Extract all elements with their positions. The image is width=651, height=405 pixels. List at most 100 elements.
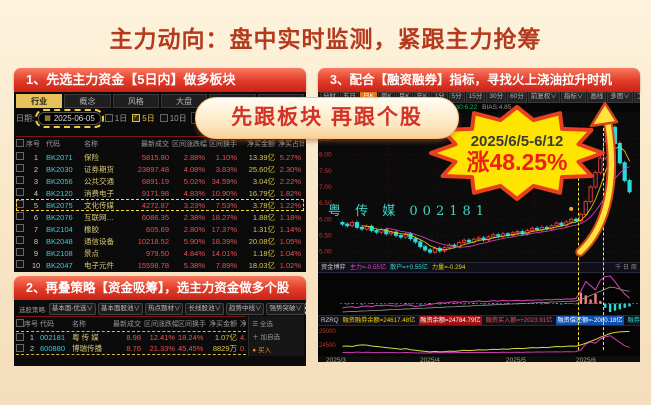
toolbar-button-60分[interactable]: 60分: [507, 92, 527, 103]
cell-2: 博瑞传播: [72, 344, 102, 353]
cell-7: 1.04%: [279, 248, 301, 258]
cell-1: BK2075: [46, 200, 73, 210]
cell-3: 6086.35: [141, 212, 169, 222]
row-checkbox[interactable]: [16, 248, 24, 256]
strategy-chip-热点题材[interactable]: 热点题材∨: [144, 302, 184, 315]
table-row[interactable]: 5 BK2075 文化传媒 4272.87 3.23% 7.53% 3.78亿 1.22%: [16, 199, 304, 211]
cell-0: 8: [33, 236, 39, 246]
cell-0: 4: [33, 188, 39, 198]
highlight-dashed-line-left: [578, 128, 580, 350]
row-checkbox[interactable]: [16, 152, 24, 160]
cell-7: 5.27%: [279, 152, 301, 162]
toolbar-button-工具∨[interactable]: 工具∨: [633, 92, 640, 103]
cell-5: 18.27%: [211, 212, 237, 222]
date-input[interactable]: ▦ 2025-06-05: [35, 108, 104, 128]
pane-period-switch[interactable]: 千 日 周: [614, 264, 637, 271]
table-row[interactable]: 2 BK2030 证券期货 23897.48 4.08% 3.83% 25.60亿 2.30%: [16, 163, 304, 175]
checkbox-icon: [159, 114, 168, 122]
table-row[interactable]: 7 BK2104 橡胶 605.69 2.80% 17.37% 1.31亿 1.14%: [16, 223, 304, 235]
cell-4: 5.90%: [183, 236, 205, 246]
ribbon-banner: 先跟板块 再跟个股: [195, 97, 459, 139]
tab-行业[interactable]: 行业: [16, 94, 63, 108]
svg-text:25000: 25000: [319, 329, 336, 335]
side-panel-item[interactable]: ＋ 加自选: [252, 334, 281, 341]
stock-watermark: 粤 传 媒 002181: [328, 204, 490, 219]
cell-0: 9: [33, 248, 39, 258]
row-checkbox[interactable]: [16, 236, 24, 244]
p1-table: 主力资金序号代码名称最新成交区间涨跌幅区间换手净买金额净买占比1BK2071保险…: [16, 126, 304, 271]
cell-6: 20.08亿: [248, 236, 275, 246]
cell-6: 8829万: [212, 344, 237, 353]
tab-概念[interactable]: 概念: [64, 94, 111, 108]
col-header: 名称: [84, 141, 98, 148]
row-checkbox[interactable]: [16, 188, 24, 196]
strategy-chip-长线股池[interactable]: 长线股池∨: [185, 302, 224, 315]
x-axis-label: 2025/3: [326, 357, 346, 362]
pane-info-value: 散户=+0.55亿: [390, 264, 428, 271]
cell-3: 4272.87: [141, 200, 169, 210]
svg-text:7.00: 7.00: [319, 184, 332, 191]
table-row[interactable]: 8 BK2048 通信设备 10218.52 5.90% 18.39% 20.08亿 1.05…: [16, 235, 304, 247]
pane-info-value: 力量=-0.294: [431, 264, 466, 271]
row-checkbox[interactable]: [16, 260, 24, 268]
strategy-chip-强势突破[interactable]: 强势突破∨: [266, 302, 305, 315]
header-checkbox[interactable]: [16, 319, 24, 327]
toolbar-button-前复权∨[interactable]: 前复权∨: [527, 92, 560, 103]
toolbar-button-多图∨[interactable]: 多图∨: [607, 92, 633, 103]
table-row[interactable]: 10 BK2047 电子元件 15598.78 5.38% 7.89% 18.03亿 1.02…: [16, 259, 304, 271]
row-checkbox[interactable]: [16, 164, 24, 172]
table-row[interactable]: 9 BK2108 景点 979.50 4.84% 14.01% 1.18亿 1.04%: [16, 247, 304, 259]
row-checkbox-cell: [16, 176, 26, 186]
tab-大盘[interactable]: 大盘: [160, 94, 208, 108]
cell-4: 5.38%: [183, 260, 205, 270]
period-checkbox-5日[interactable]: 5日: [132, 113, 155, 124]
table-row[interactable]: 6 BK2076 互联网… 6086.35 2.38% 18.27% 1.88亿 1.18%: [16, 211, 304, 223]
period-checkbox-10日[interactable]: 10日: [159, 113, 187, 124]
cell-2: 消费电子: [84, 188, 114, 198]
main-kline-area: 8.50 8.00 7.50 7.00 6.50 6.00 5.50 5.00 粤 传 媒 0…: [318, 112, 640, 262]
cell-2: 通信设备: [84, 236, 114, 246]
row-checkbox-cell: [16, 260, 26, 270]
toolbar-button-画线[interactable]: 画线: [587, 92, 607, 103]
row-checkbox[interactable]: [16, 224, 24, 232]
row-checkbox[interactable]: [16, 176, 24, 184]
cell-3: 8.98: [126, 333, 141, 342]
side-panel-item[interactable]: ☰ 全选: [252, 321, 273, 328]
cell-5: 1.10%: [215, 152, 237, 162]
toolbar-button-15分[interactable]: 15分: [465, 92, 486, 103]
cell-5: 34.59%: [211, 176, 237, 186]
toolbar-button-指标∨[interactable]: 指标∨: [560, 92, 587, 103]
toolbar-button-5分[interactable]: 5分: [448, 92, 465, 103]
cell-3: 605.69: [146, 224, 169, 234]
cell-1: BK2120: [46, 188, 73, 198]
cell-3: 8.76: [126, 344, 141, 353]
row-checkbox[interactable]: [16, 200, 24, 208]
x-axis-labels: 2025/3 2025/4 2025/5 2025/6: [318, 356, 640, 362]
strategy-chip-基本面股池[interactable]: 基本面股池∨: [97, 302, 143, 315]
tab-风格[interactable]: 风格: [112, 94, 159, 108]
cell-7: 1.14%: [279, 224, 301, 234]
pane-info-value: 主力=-0.55亿: [349, 264, 387, 271]
rzrq-pane-header: RZRQ 融资融券余额=24617.48亿 融资余额=24784.79亿 融资买入额=…: [318, 315, 640, 326]
row-checkbox[interactable]: [16, 332, 24, 341]
date-value: 2025-06-05: [53, 113, 95, 123]
table-row[interactable]: 1 BK2071 保险 5815.80 2.88% 1.10% 13.39亿 5.27%: [16, 151, 304, 163]
header-checkbox[interactable]: [16, 139, 24, 147]
table-row[interactable]: 3 BK2056 公共交通 6891.19 5.02% 34.59% 3.04亿 2.22%: [16, 175, 304, 187]
side-panel-item[interactable]: ● 买入: [252, 347, 271, 354]
table-row[interactable]: 4 BK2120 消费电子 9171.98 4.83% 10.90% 16.79亿 1.82%: [16, 187, 304, 199]
cell-5: 45.45%: [178, 344, 204, 353]
pane-info-value: 融券余量=+2.08亿: [627, 317, 640, 324]
strategy-chip-基本面-优选[interactable]: 基本面-优选∨: [48, 302, 96, 315]
toolbar-button-30分[interactable]: 30分: [486, 92, 507, 103]
row-checkbox[interactable]: [16, 343, 24, 352]
period-checkbox-1日[interactable]: 1日: [104, 113, 127, 124]
strategy-chip-趋势中线[interactable]: 趋势中线∨: [225, 302, 265, 315]
cell-5: 18.24%: [178, 333, 204, 342]
cell-4: 2.88%: [183, 152, 205, 162]
col-header: 代码: [40, 321, 54, 328]
row-checkbox[interactable]: [16, 212, 24, 220]
